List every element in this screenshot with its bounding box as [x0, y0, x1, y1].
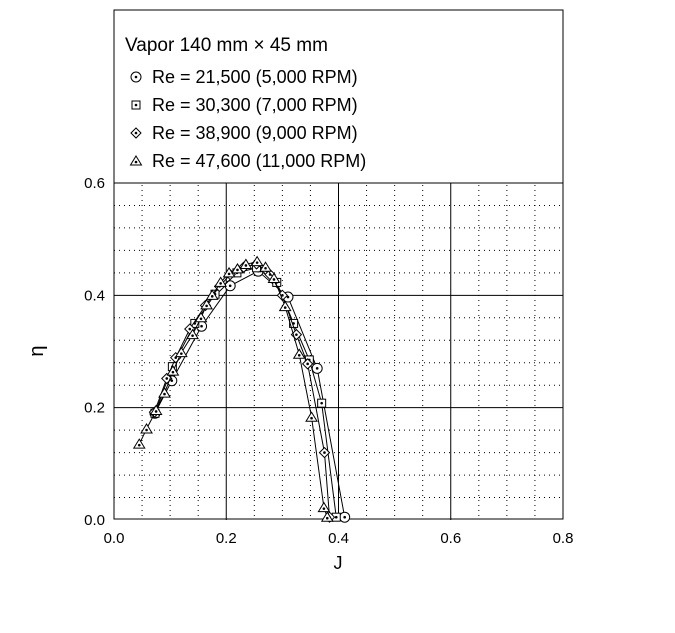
data-point-center [227, 272, 231, 276]
legend-label: Re = 47,600 (11,000 RPM) [152, 151, 366, 171]
y-tick-labels: 0.0 0.2 0.4 0.6 [84, 175, 105, 529]
data-point-center [297, 354, 301, 357]
data-point-center [255, 261, 259, 264]
data-point-center [171, 370, 175, 374]
data-point-center [200, 324, 203, 328]
x-tick-labels: 0.0 0.2 0.4 0.6 0.8 [104, 530, 574, 547]
data-point-center [325, 516, 329, 520]
y-axis-label: η [26, 345, 48, 356]
y-tick-label: 0.4 [84, 287, 105, 304]
data-point-center [134, 131, 138, 135]
data-point [278, 300, 292, 312]
data-point-center [310, 416, 313, 420]
x-tick-label: 0.2 [216, 530, 237, 547]
data-point-center [145, 428, 148, 432]
data-point-center [165, 377, 169, 380]
legend-box [113, 9, 564, 184]
data-point [186, 328, 199, 340]
y-tick-label: 0.0 [84, 512, 105, 529]
legend-label: Re = 21,500 (5,000 RPM) [152, 67, 358, 87]
data-point-center [163, 392, 166, 396]
data-point [317, 501, 331, 513]
data-point [174, 346, 188, 358]
data-point [166, 365, 180, 376]
data-point [140, 423, 153, 434]
data-point-center [295, 333, 298, 336]
series-line [138, 261, 328, 518]
legend-entry: Re = 30,300 (7,000 RPM) [131, 95, 358, 115]
data-point-center [264, 266, 267, 270]
data-point [267, 272, 281, 283]
data-point-center [323, 451, 326, 454]
data-point [214, 276, 228, 287]
data-point [320, 511, 334, 522]
data-point-center [320, 401, 323, 405]
series [132, 255, 334, 522]
x-tick-label: 0.6 [440, 530, 461, 547]
data-point [259, 261, 272, 272]
data-point-center [134, 75, 138, 79]
data-point [132, 438, 146, 449]
data-point-center [306, 362, 309, 366]
data-point [158, 387, 171, 398]
data-point-center [244, 264, 248, 267]
legend-label: Re = 38,900 (9,000 RPM) [152, 123, 358, 143]
data-point-center [170, 379, 174, 383]
data-point-center [322, 507, 326, 510]
data-point [129, 155, 143, 166]
data-point [305, 411, 318, 422]
data-point-center [191, 334, 194, 337]
data-point-center [219, 282, 222, 285]
data-point [200, 298, 213, 310]
x-tick-label: 0.0 [104, 530, 125, 547]
data-point-center [334, 515, 338, 519]
data-point-center [343, 515, 346, 519]
data-point-center [205, 304, 208, 308]
data-point-center [286, 295, 290, 299]
data-point-center [188, 327, 192, 331]
data-point-center [283, 306, 287, 309]
legend-entries: Re = 21,500 (5,000 RPM) Re = 30,300 (7,00… [129, 67, 366, 171]
data-point-center [315, 367, 319, 370]
chart-title: Vapor 140 mm × 45 mm [125, 35, 328, 56]
data-point-center [134, 160, 138, 164]
legend-entry: Re = 38,900 (9,000 RPM) [130, 123, 358, 143]
data-point-center [281, 294, 284, 297]
x-tick-label: 0.8 [553, 530, 574, 547]
data-point-center [134, 103, 138, 107]
data-point-center [154, 410, 158, 413]
data-point [250, 255, 264, 267]
legend-entry: Re = 21,500 (5,000 RPM) [130, 67, 358, 87]
data-point-center [228, 284, 232, 288]
legend-label: Re = 30,300 (7,000 RPM) [152, 95, 358, 115]
series-layer [132, 255, 351, 523]
x-tick-label: 0.4 [328, 530, 349, 547]
legend-entry: Re = 47,600 (11,000 RPM) [129, 151, 366, 171]
data-point [194, 311, 208, 323]
data-point-center [199, 317, 203, 321]
data-point-center [210, 295, 214, 298]
y-tick-label: 0.2 [84, 400, 105, 417]
data-point-center [272, 278, 276, 281]
y-tick-label: 0.6 [84, 175, 105, 192]
x-axis-label: J [334, 553, 343, 573]
data-point [239, 258, 253, 269]
data-point [149, 404, 163, 415]
data-point-center [236, 268, 239, 272]
data-point-center [180, 352, 183, 355]
data-point [292, 348, 306, 359]
data-point [205, 289, 219, 300]
data-point-center [137, 443, 141, 447]
legend: Vapor 140 mm × 45 mm Re = 21,500 (5,000 … [113, 9, 564, 184]
